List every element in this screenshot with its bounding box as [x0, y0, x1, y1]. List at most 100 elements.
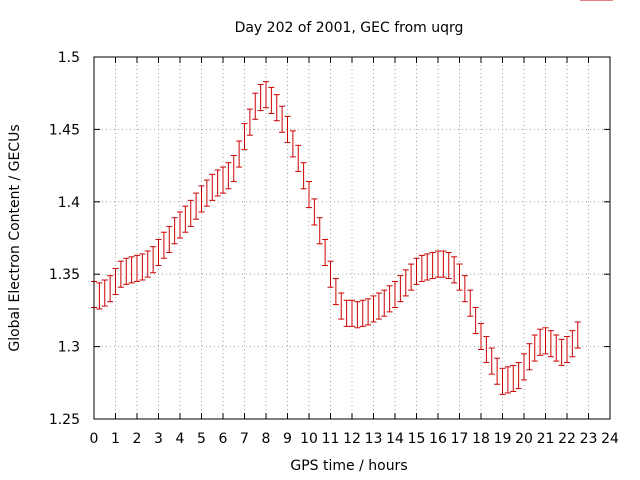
x-tick-label: 13	[365, 431, 383, 447]
data-point	[139, 253, 146, 281]
x-tick-label: 7	[240, 431, 249, 447]
data-point	[160, 231, 167, 259]
x-tick-label: 9	[283, 431, 292, 447]
x-tick-label: 6	[219, 431, 228, 447]
data-point	[193, 192, 200, 220]
data-point	[343, 299, 350, 327]
data-point	[322, 238, 329, 267]
data-point	[392, 280, 398, 309]
data-point	[397, 275, 404, 303]
data-point	[230, 154, 237, 183]
data-point	[510, 364, 517, 392]
data-point	[263, 81, 269, 109]
x-tick-label: 11	[322, 431, 340, 447]
data-point	[177, 211, 183, 239]
data-point	[574, 321, 581, 349]
data-point	[569, 330, 576, 358]
data-point	[472, 307, 479, 335]
data-point	[521, 353, 527, 381]
data-point	[445, 251, 452, 280]
data-point	[327, 260, 334, 288]
x-ticks: 0 1 2 3 4 5 6 7 8 9 10 11 12 13 14 15 16 17 18 19 20 21 22 23 24	[90, 57, 619, 447]
data-point	[241, 123, 248, 151]
data-point	[300, 162, 307, 190]
y-tick-label: 1.4	[58, 195, 80, 211]
data-point	[478, 322, 484, 350]
data-point	[112, 267, 119, 295]
data-point	[117, 260, 124, 288]
data-point	[386, 285, 393, 313]
data-point	[526, 343, 533, 371]
data-point	[128, 256, 135, 284]
x-tick-label: 0	[90, 431, 99, 447]
data-point	[209, 173, 216, 201]
data-point	[547, 330, 554, 358]
data-point	[268, 86, 275, 114]
x-tick-label: 1	[111, 431, 120, 447]
data-point	[451, 256, 458, 284]
y-tick-label: 1.5	[58, 50, 80, 66]
data-point	[214, 169, 221, 197]
data-point	[252, 92, 259, 120]
data-point	[424, 253, 431, 281]
data-point	[96, 282, 103, 310]
data-point	[515, 362, 522, 390]
data-point	[349, 299, 355, 327]
data-point	[381, 289, 388, 317]
data-point	[504, 366, 511, 394]
data-point	[171, 217, 178, 245]
data-point	[155, 238, 162, 267]
data-point	[494, 357, 501, 385]
x-tick-label: 10	[300, 431, 318, 447]
x-tick-label: 3	[154, 431, 163, 447]
data-point	[332, 278, 339, 306]
x-tick-label: 23	[580, 431, 598, 447]
data-point	[101, 279, 108, 307]
data-point	[499, 367, 506, 395]
x-tick-label: 16	[429, 431, 447, 447]
grid	[94, 57, 610, 419]
chart-title: Day 202 of 2001, GEC from uqrg	[235, 20, 464, 36]
x-tick-label: 18	[472, 431, 490, 447]
data-point	[435, 250, 441, 278]
data-point	[123, 257, 130, 285]
x-tick-label: 5	[197, 431, 206, 447]
data-point	[107, 275, 114, 303]
data-point	[150, 246, 157, 274]
data-point	[354, 301, 361, 329]
data-point	[467, 289, 474, 317]
x-tick-label: 15	[408, 431, 426, 447]
data-point	[553, 334, 560, 362]
data-point	[558, 338, 565, 366]
y-ticks: 1.25 1.3 1.35 1.4 1.45 1.5	[49, 50, 610, 428]
x-tick-label: 17	[451, 431, 469, 447]
data-point	[225, 162, 232, 190]
x-tick-label: 4	[176, 431, 185, 447]
x-tick-label: 2	[133, 431, 142, 447]
data-point	[564, 335, 570, 364]
data-point	[203, 179, 210, 207]
data-point	[134, 254, 140, 282]
data-point	[311, 198, 318, 226]
x-tick-label: 14	[386, 431, 404, 447]
y-tick-label: 1.3	[58, 340, 80, 356]
y-tick-label: 1.35	[49, 267, 80, 283]
data-point	[488, 347, 495, 375]
data-point	[365, 298, 372, 326]
x-tick-label: 20	[515, 431, 533, 447]
x-tick-label: 8	[262, 431, 271, 447]
x-tick-label: 12	[343, 431, 361, 447]
data-point	[338, 292, 345, 320]
plot-border	[93, 56, 611, 420]
x-axis-label: GPS time / hours	[290, 458, 407, 474]
data-point	[413, 257, 420, 285]
data-point	[220, 166, 226, 194]
data-point	[144, 250, 151, 278]
data-point	[279, 105, 286, 133]
data-point	[461, 275, 468, 303]
data-point	[456, 263, 463, 291]
y-tick-label: 1.45	[49, 122, 80, 138]
x-tick-label: 21	[537, 431, 555, 447]
y-tick-label: 1.25	[49, 412, 80, 428]
x-tick-label: 24	[601, 431, 619, 447]
